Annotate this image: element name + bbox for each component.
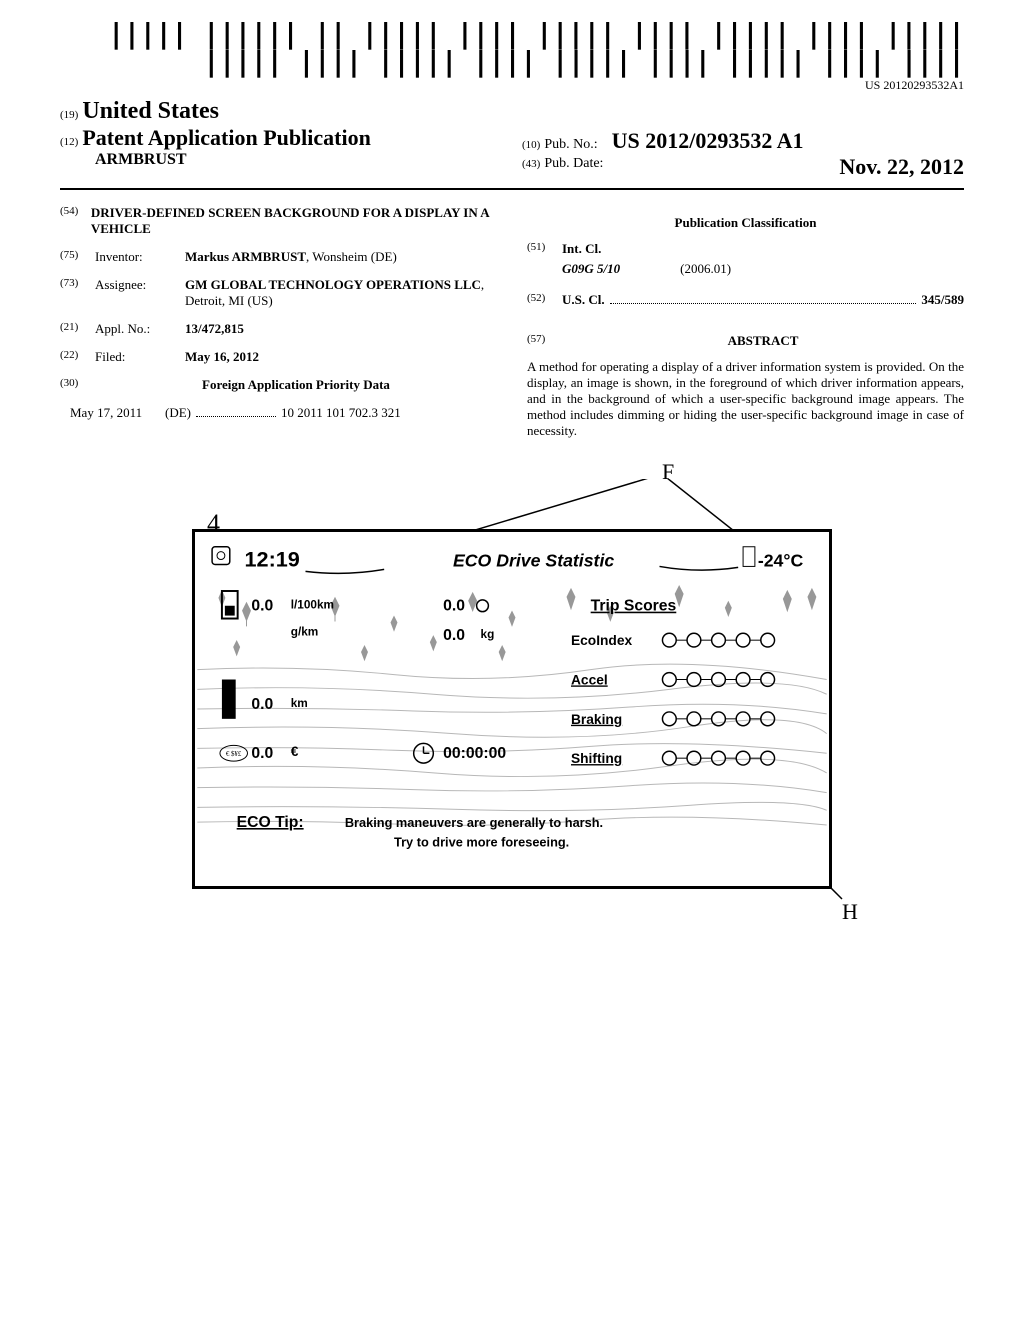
- kg-value: 0.0: [443, 627, 465, 644]
- eco-tip-line2: Try to drive more foreseeing.: [394, 835, 569, 850]
- priority-header-row: (30) Foreign Application Priority Data: [60, 377, 497, 393]
- barcode-text: US 20120293532A1: [60, 78, 964, 93]
- filed-date: May 16, 2012: [185, 349, 259, 364]
- uscl-row: (52) U.S. Cl. 345/589: [527, 292, 964, 308]
- inventor-location: , Wonsheim (DE): [306, 249, 397, 264]
- uscl-code: (52): [527, 292, 562, 308]
- pub-type: Patent Application Publication: [82, 125, 370, 150]
- pub-date-label: Pub. Date:: [544, 156, 603, 171]
- pub-type-code: (12): [60, 136, 78, 148]
- display-box: 12:19 ECO Drive Statistic -24°C 0.0 l/10…: [192, 529, 832, 889]
- abstract-text: A method for operating a display of a dr…: [527, 359, 964, 439]
- applno-num: 13/472,815: [185, 321, 244, 336]
- euro-unit: €: [291, 744, 299, 759]
- shifting-text: Shifting: [571, 751, 622, 766]
- applno-value: 13/472,815: [185, 321, 497, 337]
- filed-label: Filed:: [95, 349, 185, 365]
- pub-no-label: Pub. No.:: [544, 137, 597, 152]
- classification-header: Publication Classification: [527, 215, 964, 231]
- intcl-row: (51) Int. Cl.: [527, 241, 964, 257]
- eco-title-text: ECO Drive Statistic: [453, 550, 614, 570]
- figure-label-F: F: [662, 459, 674, 485]
- main-content: (54) DRIVER-DEFINED SCREEN BACKGROUND FO…: [60, 205, 964, 439]
- abstract-header: ABSTRACT: [562, 333, 964, 349]
- priority-country: (DE): [165, 405, 191, 421]
- assignee-name: GM GLOBAL TECHNOLOGY OPERATIONS LLC: [185, 277, 481, 292]
- uscl-dots: [610, 292, 917, 304]
- assignee-label: Assignee:: [95, 277, 185, 309]
- kg-unit: kg: [481, 627, 495, 641]
- right-column: Publication Classification (51) Int. Cl.…: [527, 205, 964, 439]
- braking-text: Braking: [571, 712, 622, 727]
- title-row: (54) DRIVER-DEFINED SCREEN BACKGROUND FO…: [60, 205, 497, 237]
- abstract-code: (57): [527, 333, 562, 349]
- abstract-header-row: (57) ABSTRACT: [527, 333, 964, 349]
- km-unit: km: [291, 696, 308, 710]
- uscl-label: U.S. Cl.: [562, 292, 605, 308]
- pub-date-code: (43): [522, 158, 540, 170]
- inventor-label: Inventor:: [95, 249, 185, 265]
- km-value: 0.0: [251, 696, 273, 713]
- filed-value: May 16, 2012: [185, 349, 497, 365]
- eco-tip-label: ECO Tip:: [237, 814, 304, 831]
- inventor-name: Markus ARMBRUST: [185, 249, 306, 264]
- assignee-row: (73) Assignee: GM GLOBAL TECHNOLOGY OPER…: [60, 277, 497, 309]
- priority-header: Foreign Application Priority Data: [95, 377, 497, 393]
- dot-value: 0.0: [443, 598, 465, 615]
- ecoindex-text: EcoIndex: [571, 633, 632, 648]
- eco-tip-line1: Braking maneuvers are generally to harsh…: [345, 815, 603, 830]
- assignee-value: GM GLOBAL TECHNOLOGY OPERATIONS LLC, Det…: [185, 277, 497, 309]
- inventor-value: Markus ARMBRUST, Wonsheim (DE): [185, 249, 497, 265]
- uscl-value: 345/589: [921, 292, 964, 308]
- temp-text: -24°C: [758, 550, 804, 570]
- priority-date-row: May 17, 2011 (DE) 10 2011 101 702.3 321: [60, 405, 497, 421]
- euro-value: 0.0: [251, 745, 273, 762]
- intcl-class: G09G 5/10: [562, 261, 620, 277]
- title-code: (54): [60, 205, 91, 237]
- applno-code: (21): [60, 321, 95, 337]
- trip-scores-text: Trip Scores: [591, 598, 677, 615]
- applno-row: (21) Appl. No.: 13/472,815: [60, 321, 497, 337]
- figure-container: 4 F H: [162, 479, 862, 929]
- assignee-code: (73): [60, 277, 95, 309]
- intcl-label: Int. Cl.: [562, 241, 601, 257]
- priority-dots: [196, 405, 276, 417]
- l100km-unit: l/100km: [291, 598, 334, 612]
- time-text: 12:19: [245, 546, 300, 571]
- author-name: ARMBRUST: [95, 151, 502, 169]
- priority-date: May 17, 2011: [70, 405, 165, 421]
- l100km-value: 0.0: [251, 598, 273, 615]
- intcl-date: (2006.01): [680, 261, 731, 277]
- priority-code: (30): [60, 377, 95, 393]
- filed-code: (22): [60, 349, 95, 365]
- timer-text: 00:00:00: [443, 745, 506, 762]
- header-section: (19) United States (12) Patent Applicati…: [60, 98, 964, 190]
- accel-text: Accel: [571, 672, 608, 687]
- figure-label-H: H: [842, 899, 858, 925]
- priority-number: 10 2011 101 702.3 321: [281, 405, 401, 421]
- barcode-graphic: ||||| |||||| || ||||| |||| ||||| |||| ||…: [60, 20, 964, 76]
- header-left: (19) United States (12) Patent Applicati…: [60, 98, 502, 180]
- intcl-code: (51): [527, 241, 562, 257]
- inventor-code: (75): [60, 249, 95, 265]
- display-svg: 12:19 ECO Drive Statistic -24°C 0.0 l/10…: [195, 532, 829, 886]
- inventor-row: (75) Inventor: Markus ARMBRUST, Wonsheim…: [60, 249, 497, 265]
- svg-text:€ $¥£: € $¥£: [226, 751, 242, 758]
- applno-label: Appl. No.:: [95, 321, 185, 337]
- barcode-section: ||||| |||||| || ||||| |||| ||||| |||| ||…: [60, 20, 964, 93]
- country-code: (19): [60, 109, 78, 121]
- country-name: United States: [82, 98, 219, 124]
- pub-no-code: (10): [522, 139, 540, 151]
- pub-no-value: US 2012/0293532 A1: [612, 128, 804, 153]
- gkm-unit: g/km: [291, 624, 319, 638]
- header-right: (10) Pub. No.: US 2012/0293532 A1 (43) P…: [502, 98, 964, 180]
- left-column: (54) DRIVER-DEFINED SCREEN BACKGROUND FO…: [60, 205, 497, 439]
- filed-row: (22) Filed: May 16, 2012: [60, 349, 497, 365]
- title-text: DRIVER-DEFINED SCREEN BACKGROUND FOR A D…: [91, 205, 497, 237]
- pub-date-value: Nov. 22, 2012: [839, 154, 964, 180]
